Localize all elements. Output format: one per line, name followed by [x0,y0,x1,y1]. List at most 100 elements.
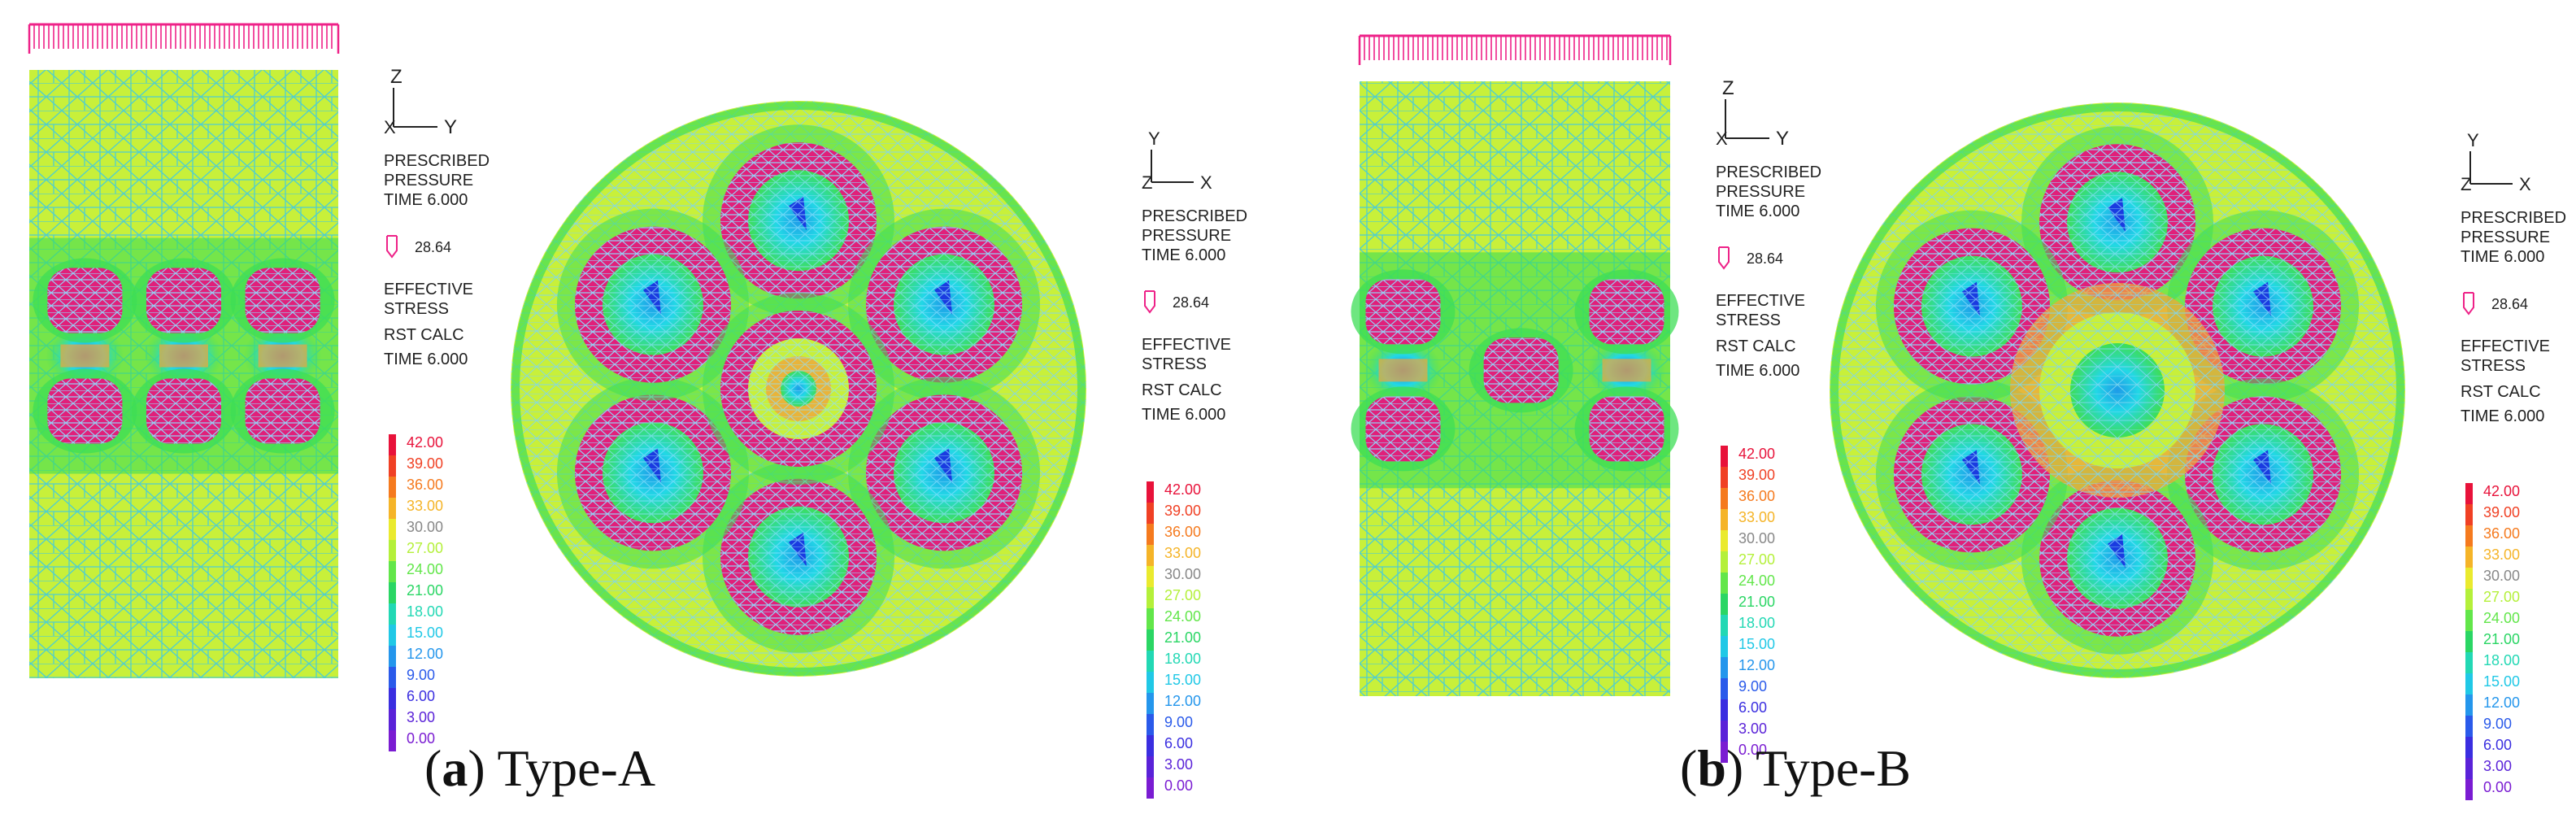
a-pile-mesh [146,268,221,333]
b-top-legend-swatch [2465,631,2473,652]
a-side-legend-swatch [389,625,396,646]
a-side-legend-swatch [389,561,396,582]
a-top-ann-load-value: 28.64 [1173,294,1209,311]
a-top-legend-swatch [1147,714,1154,735]
b-side-ann-time: TIME 6.000 [1716,202,1799,220]
b-top-ann-time: TIME 6.000 [2461,248,2544,266]
a-side-legend-swatch [389,498,396,519]
a-top-legend-swatch [1147,587,1154,608]
a-top-legend-swatch [1147,481,1154,503]
b-side-legend-swatch [1721,446,1728,467]
b-side-legend-swatch [1721,551,1728,573]
b-top-legend-swatch [2465,737,2473,758]
a-axis-v-label: Y [1148,128,1160,149]
b-side-legend-swatch [1721,509,1728,530]
a-side-legend-swatch [389,730,396,751]
a-side-legend-value: 27.00 [407,540,443,556]
b-pile-core-mesh [2067,507,2168,609]
b-pile-mesh [1589,279,1664,345]
b-pile-mesh [1483,337,1559,403]
a-axis-h-label: X [1200,172,1212,193]
a-side-legend: 42.00 39.00 36.00 33.00 30.00 27.00 24.00 21.00… [389,434,443,751]
b-center-mesh [2010,283,2225,498]
a-side-legend-value: 12.00 [407,646,443,662]
a-side-legend-swatch [389,688,396,709]
b-axis-h-label: Y [1776,128,1789,150]
a-top-legend-value: 21.00 [1164,629,1201,646]
a-top-legend-value: 42.00 [1164,481,1201,498]
b-pile-core-mesh [2213,255,2314,357]
b-side-legend-swatch [1721,742,1728,763]
a-side-ann-pressure: PRESSURE [384,172,473,189]
a-side-ann-time-2: TIME 6.000 [384,351,468,368]
b-side-legend-value: 18.00 [1738,615,1775,631]
b-top-ann-load-value: 28.64 [2491,296,2528,312]
b-pile-mesh [1365,396,1441,462]
a-pile-mesh [245,268,320,333]
b-side-ann-prescribed: PRESCRIBED [1716,163,1821,181]
a-pile-core-mesh [602,254,703,355]
b-top-legend-value: 42.00 [2483,483,2520,499]
caption-a: (a) Type-A [424,739,656,797]
a-side-legend-value: 18.00 [407,603,443,620]
a-top-legend-value: 9.00 [1164,714,1193,730]
b-top-ann-pressure: PRESSURE [2461,229,2550,246]
a-orange-patch [60,344,110,368]
b-top-legend-value: 33.00 [2483,546,2520,563]
a-axis-v-label: Z [390,66,402,88]
a-pile-mesh [245,378,320,444]
a-pile-core-mesh [894,254,995,355]
a-top-legend-swatch [1147,777,1154,799]
caption-b-letter: b [1697,739,1726,797]
b-top-rim [1830,103,2404,677]
a-side-legend-swatch [389,667,396,688]
b-side-legend-swatch [1721,657,1728,678]
a-side-legend-swatch [389,519,396,540]
a-top-legend-swatch [1147,503,1154,524]
a-top-legend-swatch [1147,651,1154,672]
a-top-legend-swatch [1147,735,1154,756]
a-side-ann-time: TIME 6.000 [384,191,468,209]
panel-a-side-view: Z Y X PRESCRIBED PRESSURE TIME 6.000 28.64 EFFE… [28,23,490,751]
b-side-legend-swatch [1721,530,1728,551]
b-pile-core-mesh [2067,172,2168,273]
a-top-ann-rst-calc: RST CALC [1142,381,1222,399]
b-side-ann-load-value: 28.64 [1747,250,1783,267]
a-side-legend-value: 42.00 [407,434,443,451]
a-side-legend-swatch [389,582,396,603]
a-axis-origin: Z [1142,172,1152,193]
b-side-load-arrows [1358,34,1672,65]
a-side-legend-swatch [389,477,396,498]
a-side-legend-value: 15.00 [407,625,443,641]
a-pile-mesh [47,268,123,333]
caption-b-type: Type-B [1756,739,1912,797]
b-top-legend-value: 21.00 [2483,631,2520,647]
a-side-ann-stress: STRESS [384,300,449,318]
b-side-ann-rst-calc: RST CALC [1716,337,1796,355]
b-top-legend-swatch [2465,504,2473,525]
a-side-legend-swatch [389,540,396,561]
b-top-ann-effective: EFFECTIVE [2461,337,2550,355]
b-top-legend-value: 9.00 [2483,716,2512,732]
b-top-ann-stress: STRESS [2461,357,2526,375]
a-pile-core-mesh [748,338,849,439]
b-top-legend-value: 27.00 [2483,589,2520,605]
a-top-legend-value: 15.00 [1164,672,1201,688]
a-side-legend-swatch [389,646,396,667]
b-top-legend-value: 12.00 [2483,694,2520,711]
a-top-legend-swatch [1147,608,1154,629]
b-top-ann-time-2: TIME 6.000 [2461,407,2544,425]
b-top-legend-value: 3.00 [2483,758,2512,774]
b-side-legend-value: 12.00 [1738,657,1775,673]
a-side-legend-value: 21.00 [407,582,443,599]
a-side-legend-value: 39.00 [407,455,443,472]
a-side-legend-value: 30.00 [407,519,443,535]
b-top-legend-swatch [2465,546,2473,568]
b-pile-core-mesh [2213,424,2314,525]
b-top-ann-prescribed: PRESCRIBED [2461,209,2566,227]
b-top-legend-value: 24.00 [2483,610,2520,626]
b-side-legend-swatch [1721,573,1728,594]
a-pile-mesh [47,378,123,444]
b-side-legend-value: 21.00 [1738,594,1775,610]
